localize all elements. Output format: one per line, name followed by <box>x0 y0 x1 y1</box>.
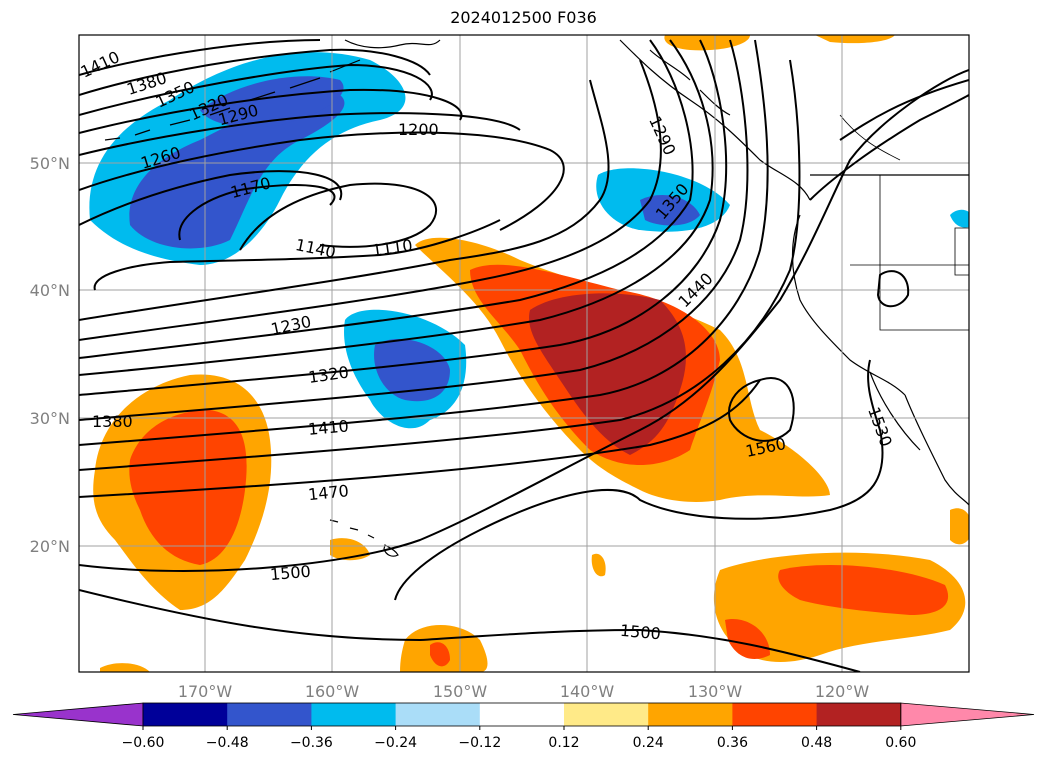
colorbar-swatch <box>227 703 312 726</box>
colorbar-tick-label: 0.48 <box>801 735 832 751</box>
contour-label: 1410 <box>307 416 349 438</box>
lat-label: 50°N <box>30 154 70 173</box>
colorbar-tick-label: 0.24 <box>633 735 664 751</box>
colorbar-tick-label: −0.12 <box>458 735 501 751</box>
colorbar-swatch <box>732 703 818 726</box>
colorbar-swatch <box>816 703 902 726</box>
colorbar-tick-label: 0.60 <box>885 735 916 751</box>
lon-label: 140°W <box>560 682 615 701</box>
colorbar-tick-label: −0.60 <box>122 735 165 751</box>
colorbar-extend-min <box>12 702 144 727</box>
colorbar-extend-max <box>900 702 1035 727</box>
lat-label: 40°N <box>30 281 70 300</box>
contour-label: 1470 <box>307 481 349 504</box>
colorbar-swatch <box>564 703 649 726</box>
height-contours <box>79 39 969 672</box>
colorbar: −0.60 −0.48 −0.36 −0.24 −0.12 0.12 0.24 0.36 0.4… <box>12 702 1035 751</box>
lat-label: 20°N <box>30 537 70 556</box>
colorbar-tick-label: 0.12 <box>548 735 579 751</box>
contour-label: 1500 <box>619 621 661 643</box>
colorbar-swatch <box>648 703 733 726</box>
lon-label: 120°W <box>815 682 870 701</box>
contour-label: 1380 <box>92 412 133 431</box>
colorbar-swatch <box>311 703 397 726</box>
colorbar-tick-label: −0.36 <box>290 735 333 751</box>
lon-label: 160°W <box>305 682 360 701</box>
contour-label: 1200 <box>398 120 439 139</box>
lon-label: 130°W <box>688 682 743 701</box>
graticule <box>79 35 969 672</box>
colorbar-tick-label: 0.36 <box>717 735 748 751</box>
contour-label: 1500 <box>269 562 311 584</box>
colorbar-border <box>142 702 902 727</box>
colorbar-swatch <box>143 703 228 726</box>
lon-label: 150°W <box>433 682 488 701</box>
lat-label: 30°N <box>30 409 70 428</box>
lon-label: 170°W <box>178 682 233 701</box>
longitude-labels: 170°W 160°W 150°W 140°W 130°W 120°W <box>178 682 870 701</box>
colorbar-swatch <box>395 703 481 726</box>
colorbar-swatch <box>479 703 565 726</box>
latitude-labels: 50°N 40°N 30°N 20°N <box>30 154 70 556</box>
colorbar-tick-label: −0.48 <box>206 735 249 751</box>
map-title: 2024012500 F036 <box>450 8 597 27</box>
colorbar-tick-label: −0.24 <box>374 735 417 751</box>
map-frame <box>78 34 970 673</box>
